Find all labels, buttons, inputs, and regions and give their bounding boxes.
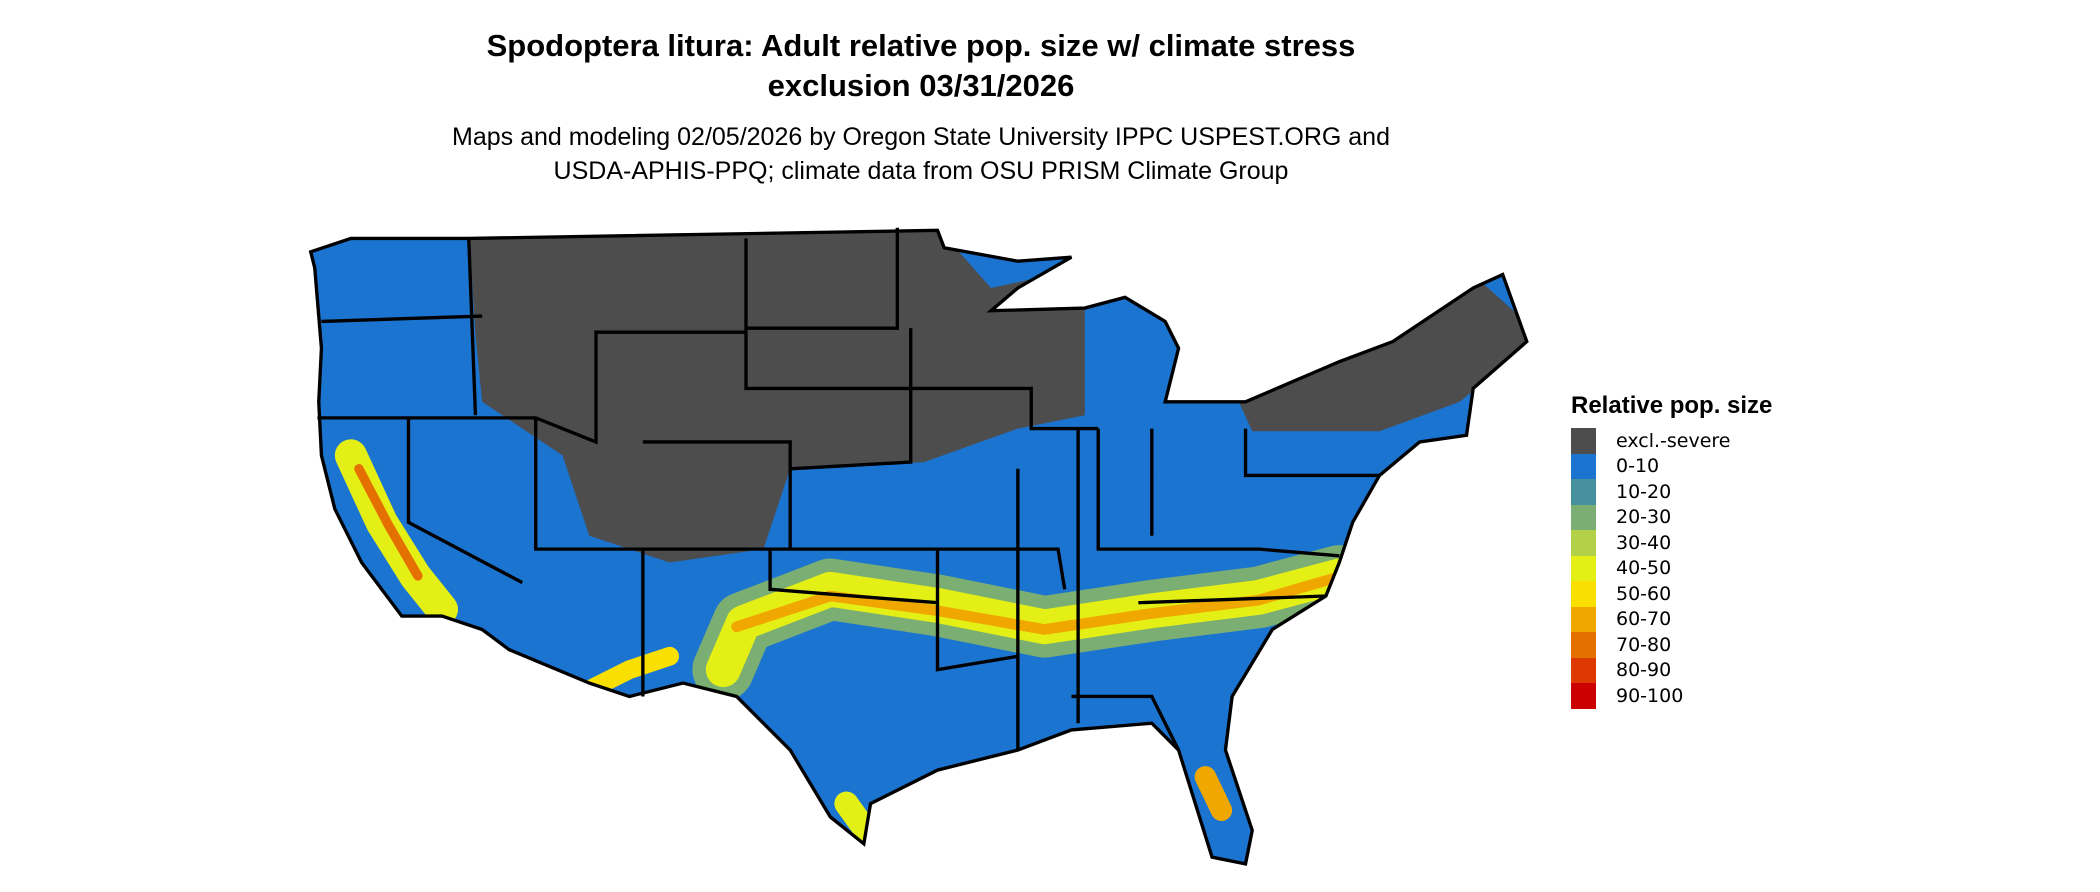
legend-swatch xyxy=(1571,683,1596,709)
legend-item: 70-80 xyxy=(1571,632,1772,658)
legend-item: 20-30 xyxy=(1571,504,1772,530)
legend-swatch xyxy=(1571,657,1596,683)
legend-item: 40-50 xyxy=(1571,555,1772,581)
legend-swatch xyxy=(1571,504,1596,530)
legend-label: 40-50 xyxy=(1616,557,1672,580)
legend-label: 90-100 xyxy=(1616,684,1684,707)
legend: Relative pop. size excl.-severe 0-10 10-20… xyxy=(1571,392,1772,709)
legend-item: 50-60 xyxy=(1571,581,1772,607)
legend-item: 80-90 xyxy=(1571,657,1772,683)
legend-item: excl.-severe xyxy=(1571,428,1772,454)
legend-swatch xyxy=(1571,453,1596,479)
legend-item: 60-70 xyxy=(1571,606,1772,632)
legend-item: 10-20 xyxy=(1571,479,1772,505)
legend-label: 0-10 xyxy=(1616,455,1660,478)
subtitle-line2: USDA-APHIS-PPQ; climate data from OSU PR… xyxy=(553,157,1289,185)
legend-swatch xyxy=(1571,530,1596,556)
legend-swatch xyxy=(1571,606,1596,632)
legend-label: 70-80 xyxy=(1616,633,1672,656)
state-borders xyxy=(309,227,1529,866)
legend-label: 20-30 xyxy=(1616,506,1672,529)
legend-swatch xyxy=(1571,555,1596,581)
map-title-line2: exclusion 03/31/2026 xyxy=(767,68,1075,103)
zone-excluded-northeast xyxy=(1238,274,1527,432)
legend-item: 30-40 xyxy=(1571,530,1772,556)
legend-label: 50-60 xyxy=(1616,582,1672,605)
map-title-line1: Spodoptera litura: Adult relative pop. s… xyxy=(486,28,1356,63)
legend-swatch xyxy=(1571,581,1596,607)
legend-swatch xyxy=(1571,632,1596,658)
legend-item: 0-10 xyxy=(1571,453,1772,479)
legend-title: Relative pop. size xyxy=(1571,392,1773,419)
legend-label: 60-70 xyxy=(1616,608,1672,631)
legend-label: 80-90 xyxy=(1616,659,1672,682)
legend-item: 90-100 xyxy=(1571,683,1772,709)
legend-label: 10-20 xyxy=(1616,480,1672,503)
subtitle-line1: Maps and modeling 02/05/2026 by Oregon S… xyxy=(452,123,1390,151)
zone-excluded-north xyxy=(468,230,1085,563)
legend-label: 30-40 xyxy=(1616,531,1672,554)
legend-swatch xyxy=(1571,479,1596,505)
legend-label: excl.-severe xyxy=(1616,429,1731,452)
legend-swatch xyxy=(1571,428,1596,454)
